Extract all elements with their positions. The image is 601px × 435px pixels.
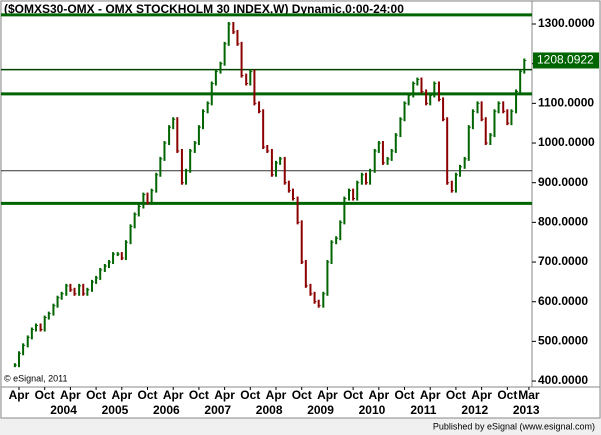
year-label: 2011 xyxy=(410,403,436,417)
y-tick-label: 1100.0000 xyxy=(538,96,594,110)
x-tick-label: Apr xyxy=(317,388,338,402)
chart-title: ($OMXS30-OMX - OMX STOCKHOLM 30 INDEX,W)… xyxy=(4,2,404,16)
x-tick-label: Apr xyxy=(214,388,235,402)
x-tick-label: Apr xyxy=(266,388,287,402)
x-tick-label: Apr xyxy=(111,388,132,402)
x-tick-label: Oct xyxy=(292,388,312,402)
x-tick-label: Apr xyxy=(471,388,492,402)
x-tick-label: Oct xyxy=(497,388,517,402)
y-tick-label: 700.0000 xyxy=(538,254,588,268)
year-label: 2010 xyxy=(359,403,386,417)
y-tick-label: 500.0000 xyxy=(538,334,588,348)
y-tick-label: 900.0000 xyxy=(538,175,588,189)
y-tick-label: 800.0000 xyxy=(538,215,588,229)
last-price-label: 1208.0922 xyxy=(537,53,594,67)
x-tick-label: Oct xyxy=(240,388,260,402)
x-tick-label: Oct xyxy=(35,388,55,402)
year-label: 2012 xyxy=(461,403,488,417)
year-label: 2005 xyxy=(102,403,129,417)
x-tick-label: Apr xyxy=(368,388,389,402)
plot-area xyxy=(0,0,533,388)
copyright: © eSignal, 2011 xyxy=(4,373,68,383)
y-tick-label: 1000.0000 xyxy=(538,135,595,149)
x-tick-label: Apr xyxy=(420,388,441,402)
last-price-box xyxy=(533,52,599,69)
y-tick-label: 1300.0000 xyxy=(538,16,595,30)
x-tick-label: Mar xyxy=(518,388,540,402)
year-label: 2008 xyxy=(256,403,283,417)
footer: Published by eSignal (www.esignal.com) xyxy=(433,421,595,431)
x-tick-label: Oct xyxy=(395,388,415,402)
x-tick-label: Apr xyxy=(60,388,81,402)
x-tick-label: Oct xyxy=(86,388,106,402)
year-label: 2013 xyxy=(513,403,540,417)
x-tick-label: Oct xyxy=(343,388,363,402)
year-label: 2007 xyxy=(204,403,231,417)
year-label: 2006 xyxy=(153,403,180,417)
x-tick-label: Apr xyxy=(163,388,184,402)
x-axis-area xyxy=(0,386,601,419)
year-label: 2009 xyxy=(307,403,334,417)
x-tick-label: Oct xyxy=(446,388,466,402)
y-tick-label: 400.0000 xyxy=(538,373,588,387)
x-tick-label: Oct xyxy=(189,388,209,402)
x-tick-label: Apr xyxy=(9,388,30,402)
x-tick-label: Oct xyxy=(137,388,157,402)
y-tick-label: 600.0000 xyxy=(538,294,588,308)
year-label: 2004 xyxy=(50,403,77,417)
